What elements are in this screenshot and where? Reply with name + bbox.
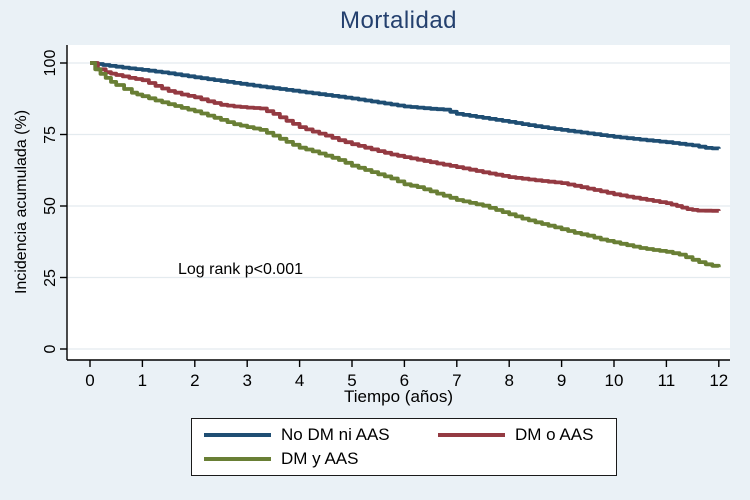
legend-item-dm-y-aas: DM y AAS	[204, 449, 438, 469]
curve-dm-o-aas	[90, 61, 721, 213]
x-tick-label: 3	[242, 371, 252, 390]
y-axis-label: Incidencia acumulada (%)	[13, 109, 30, 295]
x-tick-label: 8	[504, 371, 514, 390]
legend-label: No DM ni AAS	[281, 425, 390, 444]
x-tick-label: 4	[294, 371, 305, 390]
x-tick-label: 12	[709, 371, 729, 390]
y-tick-label: 0	[42, 344, 59, 354]
legend-line-red	[438, 433, 505, 437]
y-tick-label: 75	[42, 125, 59, 144]
y-tick-label: 100	[42, 49, 59, 77]
legend-line-blue	[204, 433, 271, 437]
x-axis-label: Tiempo (años)	[344, 387, 453, 406]
x-tick-label: 11	[657, 371, 676, 390]
x-tick-label: 9	[556, 371, 567, 390]
legend-line-green	[204, 457, 271, 461]
x-tick-label: 0	[85, 371, 95, 390]
legend-item-dm-o-aas: DM o AAS	[438, 425, 604, 445]
legend-item-no-dm-ni-aas: No DM ni AAS	[204, 425, 438, 445]
plot-background	[67, 45, 730, 360]
legend: No DM ni AAS DM o AAS DM y AAS	[191, 418, 617, 476]
annotation-logrank: Log rank p<0.001	[178, 261, 303, 278]
legend-label: DM y AAS	[281, 449, 359, 468]
x-tick-label: 5	[347, 371, 357, 390]
x-tick-label: 2	[190, 371, 200, 390]
curve-no-dm-ni-aas	[90, 61, 721, 151]
x-tick-label: 6	[399, 371, 410, 390]
y-tick-label: 50	[42, 197, 59, 215]
curve-dm-y-aas	[90, 61, 721, 268]
y-tick-label: 25	[42, 268, 59, 287]
x-tick-label: 1	[137, 371, 148, 390]
x-tick-label: 7	[452, 371, 462, 390]
x-tick-label: 10	[604, 371, 624, 390]
legend-label: DM o AAS	[515, 425, 594, 444]
chart-title: Mortalidad	[339, 7, 458, 34]
